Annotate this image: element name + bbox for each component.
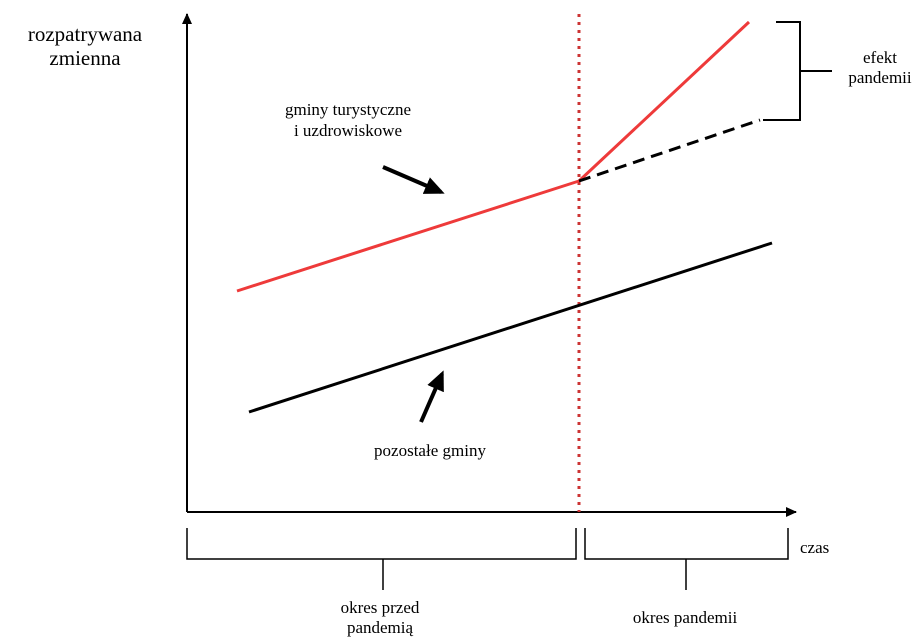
other-municipalities-label: pozostałe gminy	[374, 441, 486, 460]
pre-pandemic-period-bracket	[186, 528, 577, 590]
effect-label-line1: efekt	[863, 48, 897, 67]
tourist-pointer-arrow-icon	[382, 165, 445, 194]
tourist-municipalities-line	[236, 20, 751, 293]
tourist-label-line1: gminy turystyczne	[284, 100, 412, 119]
pre-period-label-line1: okres przed	[340, 598, 420, 617]
y-axis-label-line1: rozpatrywana	[27, 22, 143, 46]
tourist-label-line2: i uzdrowiskowe	[293, 121, 403, 141]
x-axis-label: czas	[800, 538, 830, 557]
other-pointer-arrow-icon	[419, 370, 444, 423]
counterfactual-trend-line	[578, 118, 761, 183]
pandemic-period-label: okres pandemii	[632, 608, 738, 627]
pre-pandemic-period-label: okres przed pandemią	[300, 598, 460, 639]
other-municipalities-line	[248, 241, 773, 414]
y-axis-label-line2: zmienna	[49, 46, 121, 71]
effect-label-line2: pandemii	[848, 68, 912, 88]
effect-bracket	[763, 21, 832, 121]
pre-period-label-line2: pandemią	[346, 618, 414, 638]
tourist-municipalities-label: gminy turystyczne i uzdrowiskowe	[258, 99, 438, 142]
pandemic-effect-label: efekt pandemii	[838, 48, 922, 89]
pandemic-period-bracket	[584, 528, 789, 590]
y-axis-label: rozpatrywana zmienna	[10, 22, 160, 70]
